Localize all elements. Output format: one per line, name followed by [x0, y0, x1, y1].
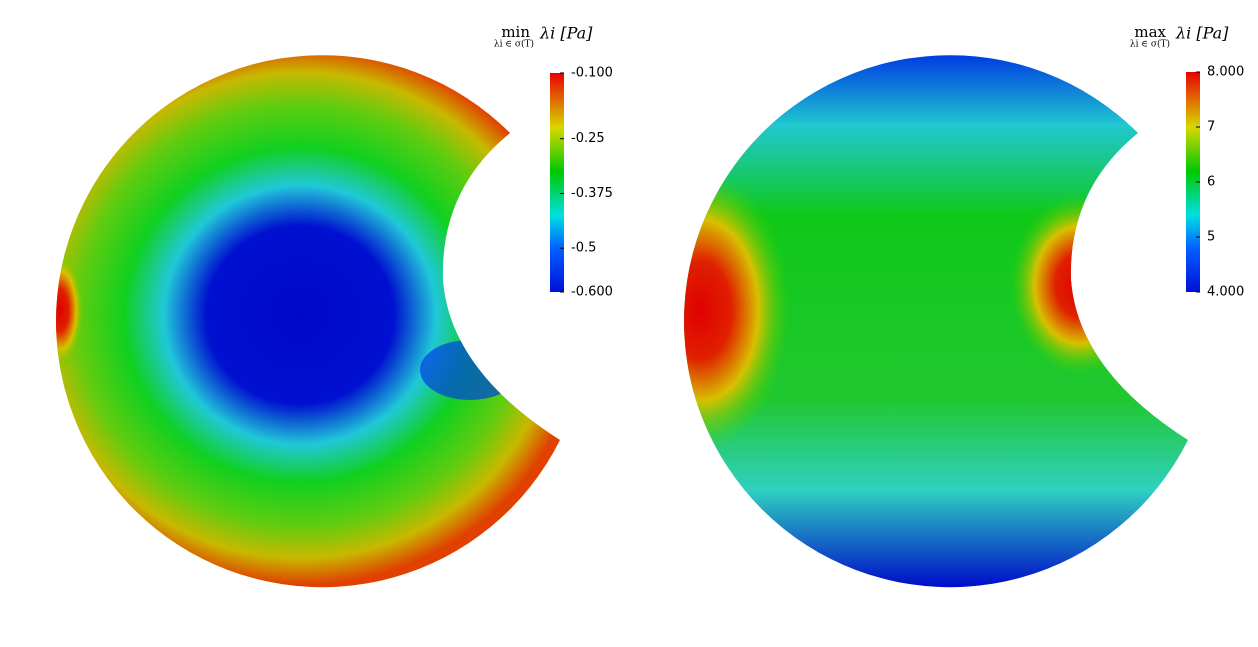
colorbar-tick-label: 5	[1207, 230, 1215, 245]
colorbar-tick-label: -0.25	[571, 131, 605, 146]
title-expression: λi [Pa]	[539, 24, 593, 43]
colorbar-tick-label: 4.000	[1207, 285, 1244, 300]
title-expression: λi [Pa]	[1175, 24, 1229, 43]
title-operator: max	[1134, 23, 1166, 41]
title-operator: min	[501, 23, 530, 41]
colorbar-tick-label: 7	[1207, 120, 1215, 135]
min-field	[56, 55, 560, 588]
colorbar-tick-label: 8.000	[1207, 65, 1244, 80]
title-subscript: λi ∈ σ(T)	[494, 39, 534, 50]
colorbar-tick-label: -0.100	[571, 66, 613, 81]
max-field	[684, 55, 1188, 588]
colorbar-tick-label: -0.5	[571, 241, 596, 256]
colorbar-tick-label: 6	[1207, 175, 1215, 190]
colorbar-tick-label: -0.375	[571, 186, 613, 201]
title-subscript: λi ∈ σ(T)	[1130, 39, 1170, 50]
colorbar-tick-label: -0.600	[571, 285, 613, 300]
colorbar	[550, 73, 564, 292]
